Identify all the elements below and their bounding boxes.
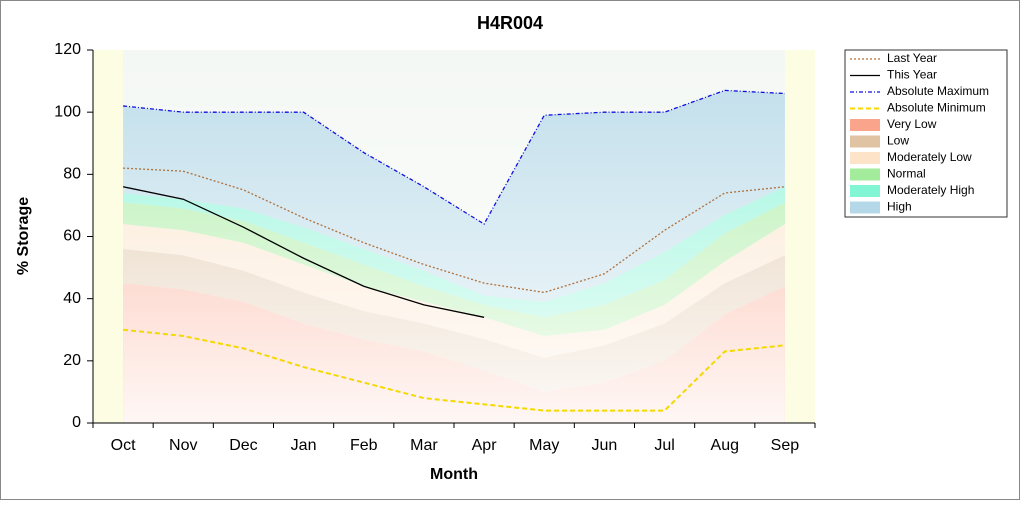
legend-label: High	[887, 200, 912, 214]
y-tick-label: 60	[63, 228, 81, 245]
legend-label: Low	[887, 134, 909, 148]
series-line	[123, 167, 785, 294]
y-tick-label: 0	[72, 414, 81, 431]
y-tick-label: 120	[54, 41, 81, 58]
y-tick-label: 80	[63, 166, 81, 183]
x-tick-label: Sep	[771, 437, 800, 454]
legend-label: Absolute Maximum	[887, 84, 989, 98]
legend-swatch	[850, 168, 880, 181]
x-tick-label: Apr	[472, 437, 498, 454]
chart-title: H4R004	[477, 13, 543, 33]
legend-label: Last Year	[887, 51, 937, 65]
legend-label: Moderately High	[887, 183, 974, 197]
fade-overlay	[123, 50, 785, 423]
x-tick-label: Jun	[592, 437, 618, 454]
x-tick-label: May	[529, 437, 559, 454]
x-tick-label: Oct	[111, 437, 136, 454]
legend-swatch	[850, 201, 880, 214]
legend-label: This Year	[887, 68, 937, 82]
y-tick-label: 20	[63, 352, 81, 369]
x-tick-label: Aug	[711, 437, 739, 454]
x-tick-label: Jul	[654, 437, 674, 454]
x-tick-label: Jan	[291, 437, 317, 454]
series-line	[122, 328, 786, 412]
x-tick-label: Nov	[169, 437, 197, 454]
x-tick-label: Feb	[350, 437, 378, 454]
legend-swatch	[850, 152, 880, 164]
y-tick-label: 40	[63, 290, 81, 307]
legend-swatch	[850, 119, 880, 131]
legend-label: Moderately Low	[887, 150, 972, 164]
legend-label: Absolute Minimum	[887, 101, 986, 115]
series-line	[122, 186, 485, 318]
series-line	[123, 89, 785, 225]
legend-label: Very Low	[887, 117, 937, 131]
y-tick-label: 100	[54, 103, 81, 120]
legend-swatch	[850, 185, 880, 197]
x-tick-label: Mar	[410, 437, 438, 454]
y-axis-label: % Storage	[15, 197, 32, 275]
legend-swatch	[850, 135, 880, 148]
legend-label: Normal	[887, 167, 926, 181]
x-axis-label: Month	[430, 466, 478, 483]
x-tick-label: Dec	[229, 437, 257, 454]
